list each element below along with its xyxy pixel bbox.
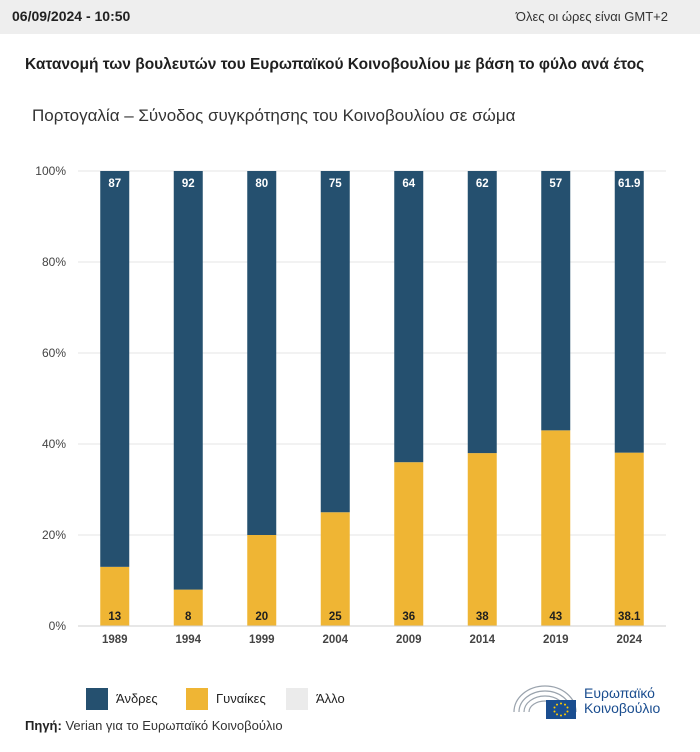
timezone-note: Όλες οι ώρες είναι GMT+2 xyxy=(515,9,668,24)
y-tick-label: 100% xyxy=(35,164,66,178)
logo-line-1: Ευρωπαϊκό xyxy=(584,685,655,701)
bar-segment-men xyxy=(541,171,571,431)
x-tick-label: 1994 xyxy=(175,634,201,646)
bar-segment-women xyxy=(467,453,497,626)
data-label-men: 87 xyxy=(108,178,121,190)
data-label-men: 64 xyxy=(402,178,415,190)
bar-segment-men xyxy=(100,171,130,567)
bar-segment-women xyxy=(320,512,350,626)
data-label-men: 62 xyxy=(476,178,489,190)
chart-title: Κατανομή των βουλευτών του Ευρωπαϊκού Κο… xyxy=(25,56,645,73)
bar-segment-men xyxy=(394,171,424,463)
bar-segment-women xyxy=(247,535,277,626)
data-label-men: 92 xyxy=(182,178,195,190)
legend-label-men: Άνδρες xyxy=(116,691,158,706)
x-tick-label: 2019 xyxy=(543,634,569,646)
logo-line-2: Κοινοβούλιο xyxy=(584,700,661,716)
bar-segment-women xyxy=(394,462,424,626)
bar-segment-men xyxy=(173,171,203,590)
timestamp: 06/09/2024 - 10:50 xyxy=(12,8,131,24)
data-label-men: 57 xyxy=(549,178,562,190)
legend-swatch-other xyxy=(286,688,308,710)
logo-text: Ευρωπαϊκό Κοινοβούλιο xyxy=(584,686,660,716)
bar-segment-women xyxy=(100,566,130,626)
data-label-men: 80 xyxy=(255,178,268,190)
x-tick-label: 2024 xyxy=(616,634,642,646)
x-tick-label: 2009 xyxy=(396,634,422,646)
bar-segment-men xyxy=(247,171,277,535)
bar-segment-men xyxy=(320,171,350,513)
bar-segment-women xyxy=(541,430,571,626)
data-label-women: 20 xyxy=(255,611,268,623)
data-label-women: 38 xyxy=(476,611,489,623)
source-note: Πηγή: Verian για το Ευρωπαϊκό Κοινοβούλι… xyxy=(25,718,283,733)
legend-swatch-women xyxy=(186,688,208,710)
data-label-women: 38.1 xyxy=(618,611,641,623)
source-label: Πηγή: xyxy=(25,718,62,733)
data-label-women: 13 xyxy=(108,611,121,623)
y-tick-label: 80% xyxy=(42,255,66,269)
legend-label-women: Γυναίκες xyxy=(216,691,266,706)
x-tick-label: 1989 xyxy=(102,634,128,646)
european-parliament-logo: Ευρωπαϊκό Κοινοβούλιο xyxy=(512,680,687,720)
x-tick-label: 2014 xyxy=(469,634,495,646)
bar-segment-men xyxy=(467,171,497,454)
chart-subtitle: Πορτογαλία – Σύνοδος συγκρότησης του Κοι… xyxy=(32,106,516,125)
y-tick-label: 40% xyxy=(42,437,66,451)
bar-segment-men xyxy=(614,171,644,453)
bar-segment-women xyxy=(614,452,644,626)
data-label-women: 25 xyxy=(329,611,342,623)
top-bar: 06/09/2024 - 10:50 Όλες οι ώρες είναι GM… xyxy=(0,0,700,34)
data-label-women: 36 xyxy=(402,611,415,623)
data-label-men: 61.9 xyxy=(618,178,640,190)
european-parliament-logo-icon xyxy=(513,685,577,719)
data-label-men: 75 xyxy=(329,178,342,190)
legend-label-other: Άλλο xyxy=(316,691,345,706)
y-tick-label: 0% xyxy=(49,619,67,633)
x-tick-label: 1999 xyxy=(249,634,275,646)
data-label-women: 43 xyxy=(549,611,562,623)
source-text: Verian για το Ευρωπαϊκό Κοινοβούλιο xyxy=(61,718,283,733)
legend-swatch-men xyxy=(86,688,108,710)
y-tick-label: 60% xyxy=(42,346,66,360)
y-tick-label: 20% xyxy=(42,528,66,542)
stacked-bar-chart: 0% 20% 40% 60% 80% 100% 87 13 1989 92 8 1994 80 20 199… xyxy=(35,164,666,646)
x-tick-label: 2004 xyxy=(322,634,348,646)
bar-segment-women xyxy=(173,589,203,626)
data-label-women: 8 xyxy=(185,611,192,623)
